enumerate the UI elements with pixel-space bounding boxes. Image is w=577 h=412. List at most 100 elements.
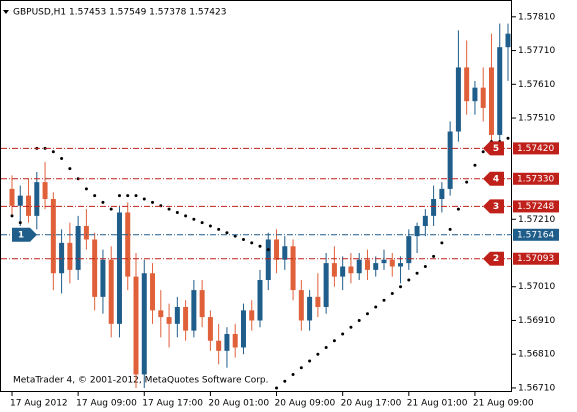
menu-icon [3, 10, 9, 14]
sar-dot [407, 278, 411, 282]
sar-dot [448, 227, 452, 231]
sar-dot [217, 227, 221, 231]
candle-body [373, 263, 379, 270]
sar-dot [233, 234, 237, 238]
candle-body [249, 310, 255, 321]
candle-body [50, 199, 56, 274]
x-tick-label: 20 Aug 01:00 [208, 399, 269, 409]
candle-body [480, 87, 486, 108]
sar-dot [167, 207, 171, 211]
candle-body [116, 212, 122, 324]
sar-dot [357, 318, 361, 322]
candle-body [406, 236, 412, 264]
x-tick-label: 20 Aug 09:00 [275, 399, 336, 409]
sar-dot [275, 386, 279, 390]
sar-dot [84, 187, 88, 191]
candle-body [240, 310, 246, 348]
candle-body [216, 340, 222, 351]
sar-dot [68, 167, 72, 171]
candle-body [340, 266, 346, 277]
candle-body [9, 188, 15, 206]
sar-dot [440, 241, 444, 245]
candle-body [59, 242, 65, 274]
candle-body [125, 212, 131, 277]
sar-dot [299, 366, 303, 370]
level-price-label: 1.57248 [517, 202, 554, 212]
sar-dot [432, 254, 436, 258]
level-marker-label: 3 [493, 202, 499, 212]
sar-dot [258, 244, 262, 248]
sar-dot [93, 194, 97, 198]
level-price-label: 1.57330 [517, 174, 554, 184]
sar-dot [308, 359, 312, 363]
level-price-label: 1.57093 [517, 254, 554, 264]
candle-body [364, 259, 370, 270]
sar-dot [250, 241, 254, 245]
sar-dot [51, 150, 55, 154]
candle-body [207, 317, 213, 341]
level-price-box [513, 252, 559, 265]
y-tick-label: 1.57710 [518, 46, 555, 56]
sar-dot [142, 197, 146, 201]
sar-dot [291, 372, 295, 376]
candle-body [26, 195, 32, 216]
candle-body [472, 87, 478, 102]
sar-dot [117, 194, 121, 198]
candle-body [100, 259, 106, 297]
level-marker [483, 171, 504, 186]
y-tick-label: 1.56910 [518, 316, 555, 326]
level-price-label: 1.57420 [517, 144, 554, 154]
y-tick-label: 1.57010 [518, 282, 555, 292]
sar-dot [415, 271, 419, 275]
level-marker [12, 227, 37, 242]
sar-dot [175, 211, 179, 215]
candle-body [422, 215, 428, 227]
candle-body [315, 296, 321, 307]
level-marker-label: 2 [493, 254, 499, 264]
sar-dot [365, 312, 369, 316]
sar-dot [423, 264, 427, 268]
sar-dot [324, 345, 328, 349]
candle-body [323, 263, 329, 307]
candle-body [331, 263, 337, 277]
x-tick-label: 20 Aug 17:00 [341, 399, 402, 409]
y-tick-label: 1.57610 [518, 80, 555, 90]
y-tick-label: 1.56710 [518, 383, 555, 393]
candle-body [174, 306, 180, 324]
sar-dot [18, 221, 22, 225]
sar-dot [266, 248, 270, 252]
candle-body [447, 131, 453, 189]
sar-dot [134, 194, 138, 198]
x-tick-label: 17 Aug 17:00 [142, 399, 203, 409]
sar-dot [341, 332, 345, 336]
x-tick-label: 17 Aug 09:00 [76, 399, 137, 409]
chart-title: GBPUSD,H1 1.57453 1.57549 1.57378 1.5742… [13, 8, 226, 18]
candle-body [141, 273, 147, 375]
candle-body [224, 333, 230, 351]
candle-body [439, 188, 445, 200]
candle-body [356, 259, 362, 274]
candle-body [282, 246, 288, 260]
sar-dot [349, 325, 353, 329]
sar-dot [60, 157, 64, 161]
plot-frame [0, 0, 512, 392]
candle-body [191, 290, 197, 331]
candle-body [158, 310, 164, 318]
level-marker [483, 199, 504, 214]
sar-dot [225, 231, 229, 235]
sar-dot [151, 200, 155, 204]
candle-body [298, 290, 304, 321]
sar-dot [316, 352, 320, 356]
sar-dot [10, 214, 14, 218]
candle-body [274, 239, 280, 260]
copyright: MetaTrader 4, © 2001-2012, MetaQuotes So… [13, 376, 269, 386]
x-tick-label: 21 Aug 01:00 [407, 399, 468, 409]
candle-body [232, 333, 238, 348]
candle-body [67, 242, 73, 270]
x-tick-label: 21 Aug 09:00 [473, 399, 534, 409]
candle-body [199, 290, 205, 318]
level-marker-label: 5 [493, 144, 499, 154]
candle-body [497, 47, 503, 135]
sar-dot [332, 339, 336, 343]
